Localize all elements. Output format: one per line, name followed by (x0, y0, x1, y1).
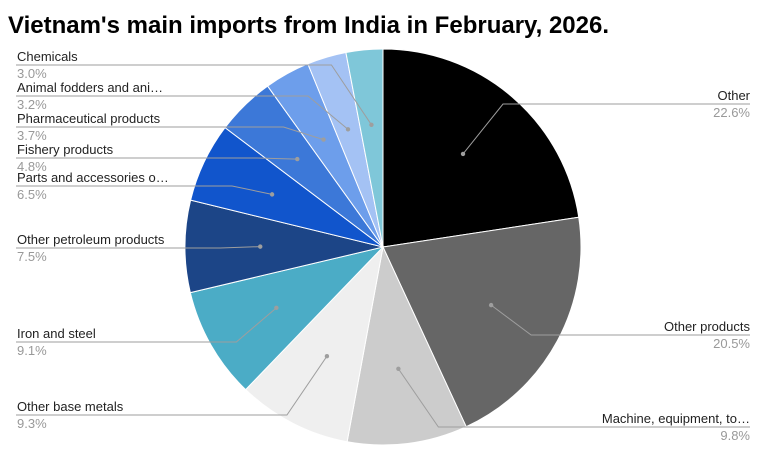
slice-label-other-petroleum-products: Other petroleum products (17, 232, 165, 247)
slice-value-animal-fodders-and-animal-fodder-materials: 3.2% (17, 97, 47, 112)
slice-label-other-products: Other products (664, 319, 750, 334)
pie-slice-other-base-metals (244, 245, 384, 443)
slice-value-parts-and-accessories-of-vehicles: 6.5% (17, 187, 47, 202)
slice-label-chemicals: Chemicals (17, 49, 78, 64)
slice-value-machine-equipment-tools: 9.8% (720, 428, 750, 443)
leader-line-fishery-products (16, 157, 298, 160)
leader-dot-fishery-products (295, 156, 300, 162)
leader-dot-other-petroleum-products (258, 244, 263, 249)
chart-title: Vietnam's main imports from India in Feb… (8, 12, 609, 39)
leader-line-iron-and-steel (16, 307, 277, 343)
leader-line-pharmaceutical-products (16, 126, 324, 141)
leader-dot-parts-and-accessories-of-vehicles (269, 192, 275, 197)
slice-label-parts-and-accessories-of-vehicles: Parts and accessories o… (17, 170, 169, 185)
pie-slice-iron-and-steel (189, 246, 385, 391)
slice-value-other: 22.6% (713, 105, 750, 120)
leader-dot-animal-fodders-and-animal-fodder-materials (345, 127, 351, 132)
leader-dot-chemicals (369, 122, 374, 127)
leader-line-animal-fodders-and-animal-fodder-materials (16, 95, 349, 130)
leader-line-other-petroleum-products (16, 246, 261, 249)
leader-dot-other (460, 151, 466, 157)
slice-value-pharmaceutical-products: 3.7% (17, 128, 47, 143)
slice-value-other-petroleum-products: 7.5% (17, 249, 47, 264)
leader-dot-machine-equipment-tools (396, 366, 401, 371)
leader-line-chemicals (16, 64, 372, 126)
pie-slice-other (382, 48, 580, 248)
slice-value-chemicals: 3.0% (17, 66, 47, 81)
slice-value-other-base-metals: 9.3% (17, 416, 47, 431)
leader-line-parts-and-accessories-of-vehicles (16, 185, 273, 195)
leader-line-other-base-metals (16, 355, 328, 416)
slice-labels: Other 22.6% Other products 20.5% Machine, eq… (16, 49, 751, 443)
slice-label-pharmaceutical-products: Pharmaceutical products (17, 111, 161, 126)
slice-label-other-base-metals: Other base metals (17, 399, 124, 414)
pie-slices (184, 48, 582, 446)
slice-label-other: Other (717, 88, 750, 103)
leader-line-other (462, 103, 750, 155)
leader-line-other-products (490, 304, 750, 336)
pie-slice-chemicals (345, 48, 384, 248)
leader-line-machine-equipment-tools (397, 368, 750, 428)
slice-label-fishery-products: Fishery products (17, 142, 114, 157)
pie-slice-machine-equipment-tools (346, 245, 467, 446)
leader-dot-other-products (488, 302, 494, 308)
leader-dot-pharmaceutical-products (321, 137, 326, 142)
slice-label-machine-equipment-tools: Machine, equipment, to… (602, 411, 750, 426)
slice-label-iron-and-steel: Iron and steel (17, 326, 96, 341)
slice-value-fishery-products: 4.8% (17, 159, 47, 174)
leader-dot-iron-and-steel (274, 305, 279, 311)
slice-label-animal-fodders-and-animal-fodder-materials: Animal fodders and ani… (17, 80, 163, 95)
leader-dot-other-base-metals (324, 354, 330, 359)
slice-value-other-products: 20.5% (713, 336, 750, 351)
slice-value-iron-and-steel: 9.1% (17, 343, 47, 358)
pie-slice-other-products (382, 216, 582, 428)
